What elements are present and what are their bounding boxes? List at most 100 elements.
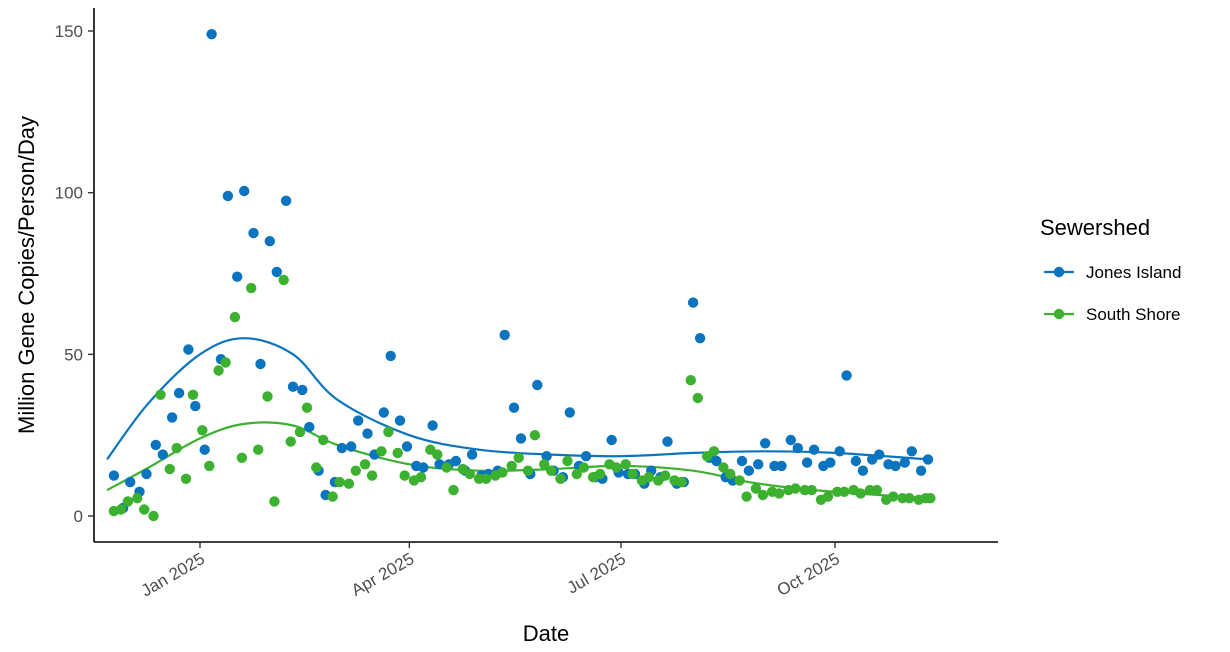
jones-island-point-97 [899,457,910,468]
south-shore-point-52 [529,430,541,441]
south-shore-point-15 [229,311,241,323]
south-shore-point-101 [925,493,936,504]
south-shore-point-41 [441,462,452,473]
jones-island-point-71 [687,297,699,308]
south-shore-point-46 [480,473,492,484]
jones-island-point-7 [166,412,178,423]
y-tick-label-3: 150 [55,22,83,41]
south-shore-point-32 [366,470,378,481]
jones-island-point-99 [915,465,927,476]
jones-island-point-4 [141,468,152,480]
jones-island-point-77 [736,455,748,467]
south-shore-point-66 [643,472,655,483]
jones-island-point-21 [280,195,292,206]
south-shore-point-16 [236,452,248,463]
jones-island-point-96 [890,460,901,472]
jones-island-point-82 [776,460,787,472]
south-shore-point-2 [122,496,134,507]
legend: Sewershed Jones Island South Shore [1040,215,1181,324]
south-shore-point-90 [839,486,850,497]
south-shore-point-18 [253,444,264,455]
jones-island-point-42 [450,455,462,467]
jones-island-point-79 [753,459,764,470]
south-shore-point-7 [164,463,175,475]
jones-island-point-10 [190,400,201,412]
jones-island-point-100 [922,454,934,465]
jones-island-trend-line [106,337,929,461]
jones-island-point-50 [515,433,527,444]
south-shore-point-63 [620,459,631,470]
south-shore-point-64 [627,468,638,480]
jones-island-point-80 [760,438,771,449]
south-shore-point-74 [708,446,720,457]
south-shore-point-78 [741,491,752,502]
south-shore-point-22 [285,436,296,447]
y-tick-label-1: 50 [64,345,83,364]
jones-island-point-89 [834,446,845,457]
south-shore-point-72 [692,392,703,404]
y-axis-title: Million Gene Copies/Person/Day [14,116,39,434]
jones-island-point-38 [418,462,429,473]
south-shore-point-38 [415,472,427,483]
jones-island-point-88 [825,457,836,468]
south-shore-point-84 [790,483,801,494]
south-shore-point-35 [392,447,403,459]
south-shore-point-23 [294,426,306,438]
jones-island-point-0 [108,470,120,481]
jones-island-point-52 [532,379,543,391]
south-shore-point-5 [148,510,159,522]
south-shore-point-12 [204,460,215,472]
jones-island-point-36 [401,441,413,452]
jones-island-point-28 [336,442,348,454]
data-points [108,29,936,522]
south-shore-point-20 [269,496,280,507]
x-tick-label-3: Oct 2025 [774,549,843,600]
south-shore-point-42 [448,484,459,496]
south-shore-point-68 [660,470,671,481]
x-axis-title: Date [523,621,569,646]
south-shore-point-77 [734,475,745,486]
south-shore-point-6 [155,389,166,400]
jones-island-point-24 [304,421,315,433]
jones-island-point-92 [857,465,869,476]
south-shore-point-88 [822,491,834,502]
jones-island-point-2 [125,476,136,488]
jones-island-point-78 [743,465,755,476]
jones-island-point-9 [183,344,194,355]
jones-island-point-86 [808,444,820,455]
south-shore-point-9 [180,473,192,484]
jones-island-point-30 [353,415,364,426]
x-tick-label-0: Jan 2025 [138,549,208,600]
south-shore-point-96 [888,491,899,502]
south-shore-point-79 [750,483,762,494]
south-shore-point-62 [611,462,622,473]
south-shore-point-98 [904,493,915,504]
jones-island-point-90 [841,370,852,381]
legend-items: Jones Island South Shore [1044,263,1181,324]
jones-island-point-8 [173,387,185,399]
south-shore-point-56 [562,455,573,467]
jones-island-point-58 [580,451,592,462]
south-shore-point-44 [464,468,475,480]
jones-island-point-6 [157,449,168,460]
x-tick-label-2: Jul 2025 [564,549,629,598]
jones-island-point-85 [801,457,813,468]
south-shore-point-36 [399,470,410,481]
south-shore-point-48 [497,467,508,478]
south-shore-point-86 [806,484,817,496]
axes [93,8,998,543]
y-ticks: 0 50 100 150 [55,22,94,526]
south-shore-trend-line [106,421,929,500]
south-shore-point-24 [301,402,313,413]
south-shore-point-11 [197,425,208,436]
south-shore-point-34 [383,426,394,438]
jones-island-point-48 [499,329,510,341]
south-shore-point-10 [187,389,199,400]
jones-island-point-56 [564,407,575,418]
south-shore-point-13 [213,365,224,376]
jones-island-point-84 [792,442,803,454]
south-shore-point-17 [246,282,257,294]
jones-island-point-12 [206,29,217,40]
jones-island-point-22 [287,381,299,392]
south-shore-point-76 [725,468,736,480]
